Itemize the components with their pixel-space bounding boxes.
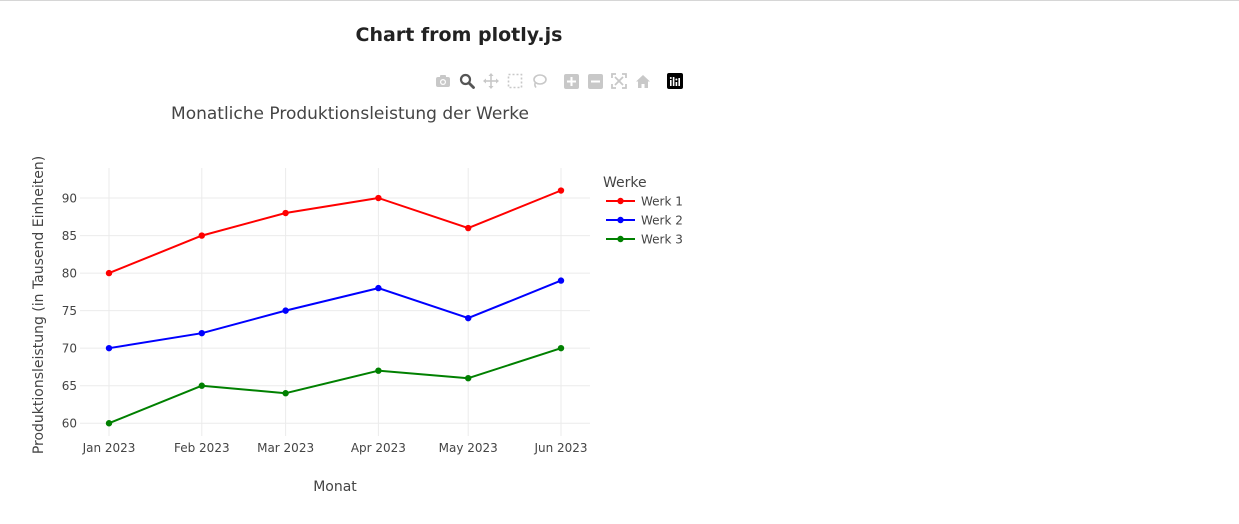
data-point <box>465 374 472 382</box>
zoom-icon[interactable] <box>459 73 475 89</box>
data-point <box>105 420 113 427</box>
data-point <box>198 329 205 337</box>
data-point <box>465 224 472 232</box>
data-point <box>282 307 289 314</box>
y-tick-label: 80 <box>62 267 77 281</box>
pan-icon[interactable] <box>483 73 499 89</box>
x-tick-label: Mar 2023 <box>257 441 314 455</box>
y-tick-label: 75 <box>62 304 77 318</box>
legend-item-1: Werk 1 <box>606 195 683 209</box>
data-point <box>282 209 289 217</box>
legend-label: Werk 2 <box>641 214 683 228</box>
y-tick-label: 65 <box>62 379 77 393</box>
plotly-logo-icon[interactable] <box>667 73 683 89</box>
x-axis-title: Monat <box>313 479 357 495</box>
top-divider <box>0 0 1239 1</box>
legend-swatch-marker <box>617 235 624 243</box>
data-point <box>282 390 289 397</box>
legend-title: Werke <box>603 175 647 191</box>
camera-icon[interactable] <box>435 73 451 89</box>
plot-toolbar <box>435 71 691 91</box>
legend-item-2: Werk 2 <box>606 214 683 228</box>
legend-swatch-marker <box>617 197 624 205</box>
data-point <box>557 344 565 352</box>
y-tick-label: 90 <box>62 192 77 206</box>
data-point <box>465 314 472 322</box>
y-axis-title: Produktionsleistung (in Tausend Einheite… <box>31 156 47 454</box>
y-tick-label: 70 <box>62 342 77 356</box>
x-tick-label: Jan 2023 <box>82 441 136 455</box>
x-tick-label: Jun 2023 <box>533 441 587 455</box>
x-tick-label: Feb 2023 <box>174 441 230 455</box>
data-point <box>105 269 113 277</box>
box-select-icon[interactable] <box>507 73 523 89</box>
legend-swatch-marker <box>617 216 624 224</box>
data-point <box>198 382 205 389</box>
grid-lines <box>80 168 590 436</box>
reset-axes-icon[interactable] <box>635 73 651 89</box>
series-layer <box>105 187 565 427</box>
data-point <box>557 277 565 284</box>
axis-ticks: Jan 2023 Feb 2023 Mar 2023 Apr 2023 May 2023… <box>62 192 588 455</box>
y-tick-label: 60 <box>62 417 77 431</box>
legend-item-3: Werk 3 <box>606 233 683 247</box>
zoom-out-icon[interactable] <box>587 73 603 89</box>
autoscale-icon[interactable] <box>611 73 627 89</box>
page-title: Chart from plotly.js <box>355 24 563 46</box>
series-line-2 <box>108 279 562 350</box>
series-line-3 <box>108 347 562 425</box>
y-tick-label: 85 <box>62 229 77 243</box>
legend: Werke Werk 1 Werk 2 Werk 3 <box>603 175 683 247</box>
x-tick-label: Apr 2023 <box>351 441 406 455</box>
chart-title: Monatliche Produktionsleistung der Werke <box>171 104 529 124</box>
data-point <box>375 194 382 202</box>
legend-label: Werk 1 <box>641 195 683 209</box>
data-point <box>375 367 382 374</box>
legend-label: Werk 3 <box>641 233 683 247</box>
x-tick-label: May 2023 <box>439 441 498 455</box>
lasso-select-icon[interactable] <box>531 73 547 89</box>
data-point <box>105 344 113 352</box>
data-point <box>557 187 565 194</box>
data-point <box>375 284 382 292</box>
series-line-1 <box>108 189 562 275</box>
data-point <box>198 232 205 239</box>
zoom-in-icon[interactable] <box>563 73 579 89</box>
